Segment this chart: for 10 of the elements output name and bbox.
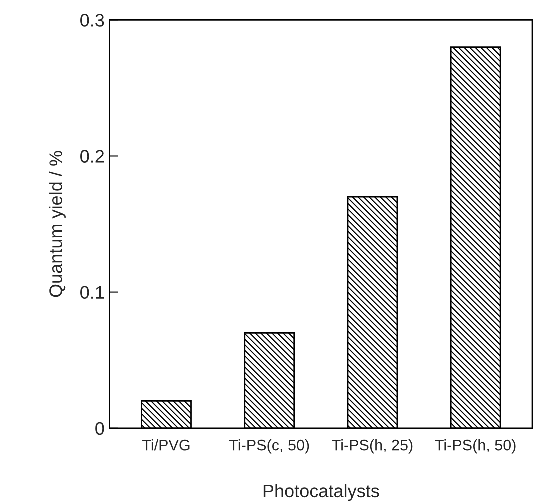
y-tick-label: 0.1	[80, 286, 104, 300]
y-tick-label: 0	[96, 422, 104, 436]
x-tick-label: Ti/PVG	[142, 440, 190, 451]
y-tick-label: 0.2	[80, 150, 104, 163]
y-axis-title: Quantum yield / %	[49, 151, 66, 298]
y-tick-label: 0.3	[80, 14, 104, 27]
x-tick-label: Ti-PS(c, 50)	[230, 440, 310, 454]
x-tick-label: Ti-PS(h, 25)	[332, 440, 413, 454]
x-axis-title: Photocatalysts	[264, 484, 380, 502]
x-tick-label: Ti-PS(h, 50)	[435, 440, 516, 454]
